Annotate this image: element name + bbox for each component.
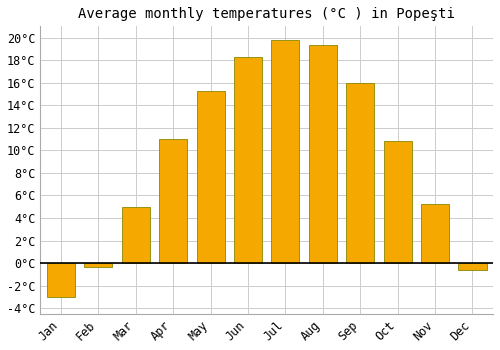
- Bar: [384, 141, 411, 263]
- Bar: [84, 263, 112, 266]
- Bar: [458, 263, 486, 270]
- Bar: [309, 46, 337, 263]
- Bar: [421, 204, 449, 263]
- Bar: [122, 207, 150, 263]
- Bar: [234, 57, 262, 263]
- Title: Average monthly temperatures (°C ) in Popeşti: Average monthly temperatures (°C ) in Po…: [78, 7, 455, 21]
- Bar: [272, 40, 299, 263]
- Bar: [346, 83, 374, 263]
- Bar: [159, 139, 187, 263]
- Bar: [196, 91, 224, 263]
- Bar: [47, 263, 75, 297]
